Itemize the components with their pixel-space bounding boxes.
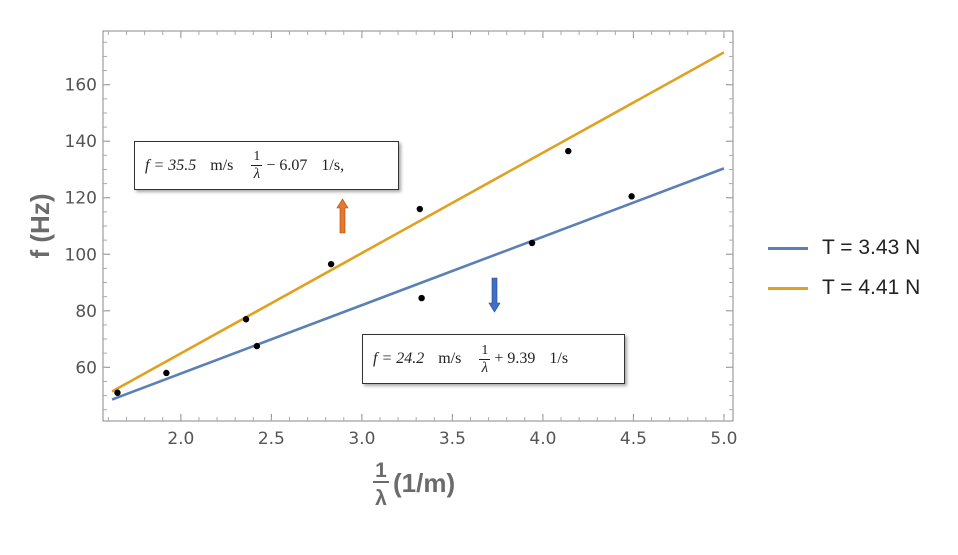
fit-line-series-0	[111, 167, 725, 401]
legend-label-1: T = 4.41 N	[822, 276, 921, 299]
data-point	[528, 239, 536, 247]
ticks: 2.0 2.5 3.0 3.5 4.0 4.5 5.0 60 80 100 120 140 160	[65, 31, 737, 449]
eq-orange-f: f = 35.5	[145, 156, 197, 174]
data-point	[253, 342, 261, 350]
data-point	[418, 294, 425, 302]
arrow-down-icon	[488, 277, 501, 313]
data-point	[242, 316, 250, 323]
data-point	[565, 147, 572, 155]
x-tick-label: 4.5	[620, 429, 647, 449]
data-point	[327, 260, 335, 268]
y-tick-label: 160	[65, 76, 97, 96]
data-point	[163, 369, 170, 377]
arrow-up-icon	[336, 198, 349, 234]
eq-orange-unit1: m/s	[210, 156, 234, 174]
eq-blue-unit2: 1/s	[549, 350, 569, 367]
y-tick-label: 60	[75, 358, 97, 378]
x-tick-label: 2.0	[167, 429, 194, 449]
eq-blue-op: + 9.39	[494, 350, 536, 367]
x-tick-label: 2.5	[258, 429, 285, 449]
legend: T = 3.43 N T = 4.41 N	[768, 228, 920, 308]
y-tick-label: 140	[65, 132, 97, 152]
x-tick-label: 3.5	[439, 429, 466, 449]
x-axis-title-unit: (1/m)	[393, 468, 455, 498]
y-tick-label: 80	[75, 302, 97, 322]
arrows	[336, 198, 501, 313]
x-tick-label: 5.0	[710, 429, 737, 449]
legend-item-series-1: T = 4.41 N	[768, 268, 920, 308]
legend-label-0: T = 3.43 N	[822, 236, 921, 259]
x-tick-label: 3.0	[348, 429, 375, 449]
y-tick-label: 100	[65, 245, 97, 265]
legend-item-series-0: T = 3.43 N	[768, 228, 920, 268]
legend-swatch-0	[768, 246, 808, 250]
eq-blue-f: f = 24.2	[373, 350, 425, 367]
fit-lines	[111, 51, 725, 401]
y-tick-label: 120	[65, 189, 97, 209]
eq-orange-unit2: 1/s,	[321, 156, 345, 174]
data-points	[114, 147, 635, 396]
fit-line-series-1	[111, 51, 725, 393]
data-point	[114, 389, 121, 396]
data-point	[416, 205, 424, 213]
legend-swatch-1	[768, 286, 808, 290]
x-axis-title-denominator: λ	[375, 487, 387, 510]
x-axis-title-numerator: 1	[375, 459, 387, 482]
y-axis-title: f (Hz)	[25, 194, 55, 259]
x-tick-label: 4.0	[529, 429, 556, 449]
data-point	[628, 193, 635, 200]
eq-blue-unit1: m/s	[438, 350, 462, 367]
eq-orange-op: − 6.07	[266, 156, 308, 174]
x-axis-title: 1 λ (1/m)	[373, 459, 455, 510]
